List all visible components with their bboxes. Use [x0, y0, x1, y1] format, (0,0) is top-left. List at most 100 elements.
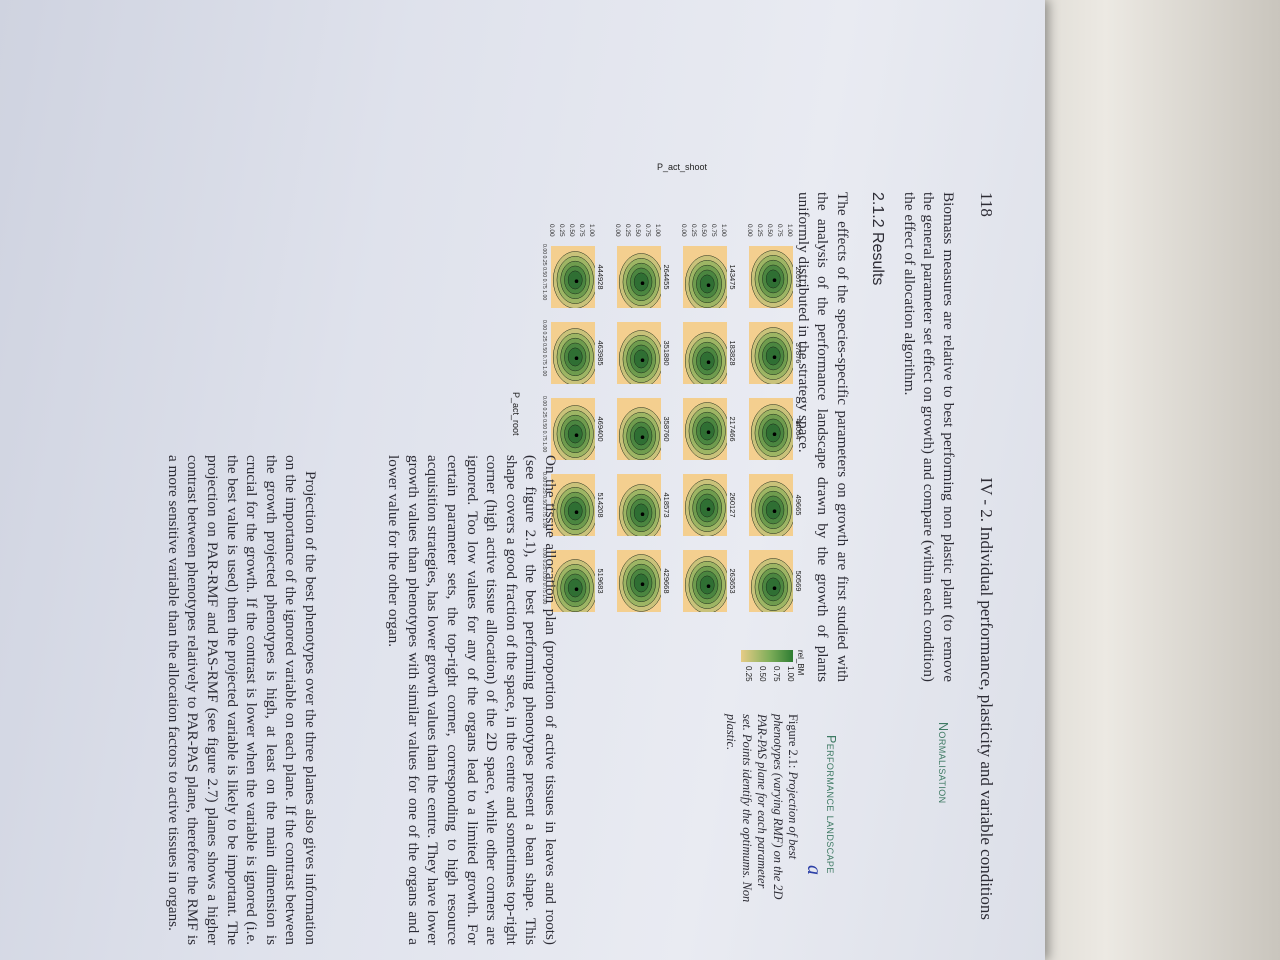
heatmap-contours — [618, 253, 661, 308]
heatmap-panel — [749, 246, 793, 308]
book-page — [0, 0, 1045, 960]
heatmap-contours — [750, 558, 793, 612]
contour-band — [765, 269, 781, 289]
handwritten-annotation: a — [803, 865, 825, 875]
heatmap-contours — [684, 479, 727, 536]
contour-band — [765, 577, 781, 597]
legend-tick: 0.50 — [758, 666, 767, 682]
heatmap-contours — [684, 556, 727, 612]
panel-label: 519683 — [596, 568, 605, 594]
heatmap-panel — [617, 246, 661, 308]
y-tick-label: 0.00 — [548, 224, 555, 237]
contour-band — [699, 498, 715, 518]
panel-label: 463985 — [596, 340, 605, 366]
heatmap-panel — [683, 322, 727, 384]
legend-tick: 0.25 — [744, 666, 753, 682]
y-tick-label: 1.00 — [720, 224, 727, 237]
y-tick-label: 0.75 — [710, 224, 717, 237]
x-tick-labels: 0.00 0.25 0.50 0.75 1.00 — [541, 396, 547, 453]
y-tick-label: 0.50 — [766, 224, 773, 237]
contour-band — [567, 347, 583, 367]
y-tick-label: 0.75 — [644, 224, 651, 237]
panel-label: 217466 — [728, 416, 737, 442]
contour-band — [699, 421, 715, 441]
heatmap-contours — [618, 407, 661, 460]
figure-caption: Figure 2.1: Projection of best phenotype… — [723, 714, 800, 904]
panel-label: 50569 — [794, 570, 803, 592]
legend-tick: 1.00 — [786, 666, 795, 682]
panel-label: 20575 — [794, 266, 803, 288]
optimum-point — [706, 507, 711, 512]
figure-heatmap-grid: P_act_shoot P_act_root rel_BM 1.00 0.75 … — [500, 162, 805, 682]
y-tick-label: 0.25 — [558, 224, 565, 237]
heatmap-panel — [551, 322, 595, 384]
page-content: 118 IV - 2. Individual performance, plas… — [60, 20, 1000, 945]
legend-title: rel_BM — [796, 650, 805, 676]
heatmap-contours — [552, 482, 595, 536]
heatmap-contours — [552, 405, 595, 460]
heatmap-contours — [552, 559, 595, 612]
optimum-point — [772, 355, 777, 360]
y-tick-label: 0.50 — [634, 224, 641, 237]
legend-colorbar — [741, 650, 793, 662]
heatmap-contours — [618, 554, 661, 612]
y-tick-label: 0.00 — [614, 224, 621, 237]
y-tick-label: 0.75 — [578, 224, 585, 237]
y-tick-label: 0.50 — [700, 224, 707, 237]
optimum-point — [574, 587, 579, 592]
heatmap-contours — [750, 404, 793, 460]
paragraph-projection: Projection of the best phenotypes over t… — [164, 455, 319, 945]
y-tick-label: 0.25 — [756, 224, 763, 237]
section-heading: 2.1.2 Results — [869, 192, 886, 286]
contour-band — [567, 501, 583, 521]
heatmap-contours — [618, 484, 661, 536]
panel-label: 183828 — [728, 340, 737, 366]
contour-band — [765, 346, 781, 366]
chapter-title: IV - 2. Individual performance, plastici… — [977, 477, 996, 921]
heatmap-contours — [618, 330, 661, 384]
contour-band — [633, 426, 649, 446]
contour-band — [765, 500, 781, 520]
optimum-point — [772, 432, 777, 437]
y-tick-label: 0.75 — [776, 224, 783, 237]
panel-label: 418573 — [662, 492, 671, 518]
contour-band — [699, 351, 715, 371]
contour-band — [633, 349, 649, 369]
contour-band — [699, 274, 715, 294]
y-tick-label: 0.25 — [690, 224, 697, 237]
heatmap-panel — [551, 398, 595, 460]
x-tick-labels: 0.00 0.25 0.50 0.75 1.00 — [541, 320, 547, 377]
contour-band — [567, 424, 583, 444]
x-axis-label: P_act_root — [511, 392, 521, 436]
optimum-point — [574, 510, 579, 515]
heatmap-panel — [749, 322, 793, 384]
legend: rel_BM 1.00 0.75 0.50 0.25 — [725, 650, 805, 730]
panel-label: 260127 — [728, 492, 737, 518]
page-number: 118 — [977, 192, 996, 217]
optimum-point — [640, 582, 645, 587]
y-tick-label: 0.00 — [746, 224, 753, 237]
panel-label: 37876 — [794, 342, 803, 364]
contour-band — [567, 270, 583, 290]
contour-band — [765, 423, 781, 443]
heatmap-panel — [617, 550, 661, 612]
heatmap-panel — [617, 474, 661, 536]
optimum-point — [772, 278, 777, 283]
heatmap-panel — [551, 474, 595, 536]
y-axis-label: P_act_shoot — [656, 162, 708, 173]
margin-note-performance-landscape: Performance landscape — [824, 735, 838, 874]
margin-note-normalisation: Normalisation — [936, 722, 950, 804]
panel-label: 264455 — [662, 264, 671, 290]
heatmap-panel — [683, 398, 727, 460]
heatmap-panel — [683, 550, 727, 612]
legend-tick: 0.75 — [772, 666, 781, 682]
optimum-point — [772, 586, 777, 591]
optimum-point — [706, 283, 711, 288]
optimum-point — [640, 281, 645, 286]
optimum-point — [574, 279, 579, 284]
y-tick-label: 0.25 — [624, 224, 631, 237]
heatmap-panel — [551, 246, 595, 308]
optimum-point — [706, 584, 711, 589]
panel-label: 358760 — [662, 416, 671, 442]
optimum-point — [706, 430, 711, 435]
